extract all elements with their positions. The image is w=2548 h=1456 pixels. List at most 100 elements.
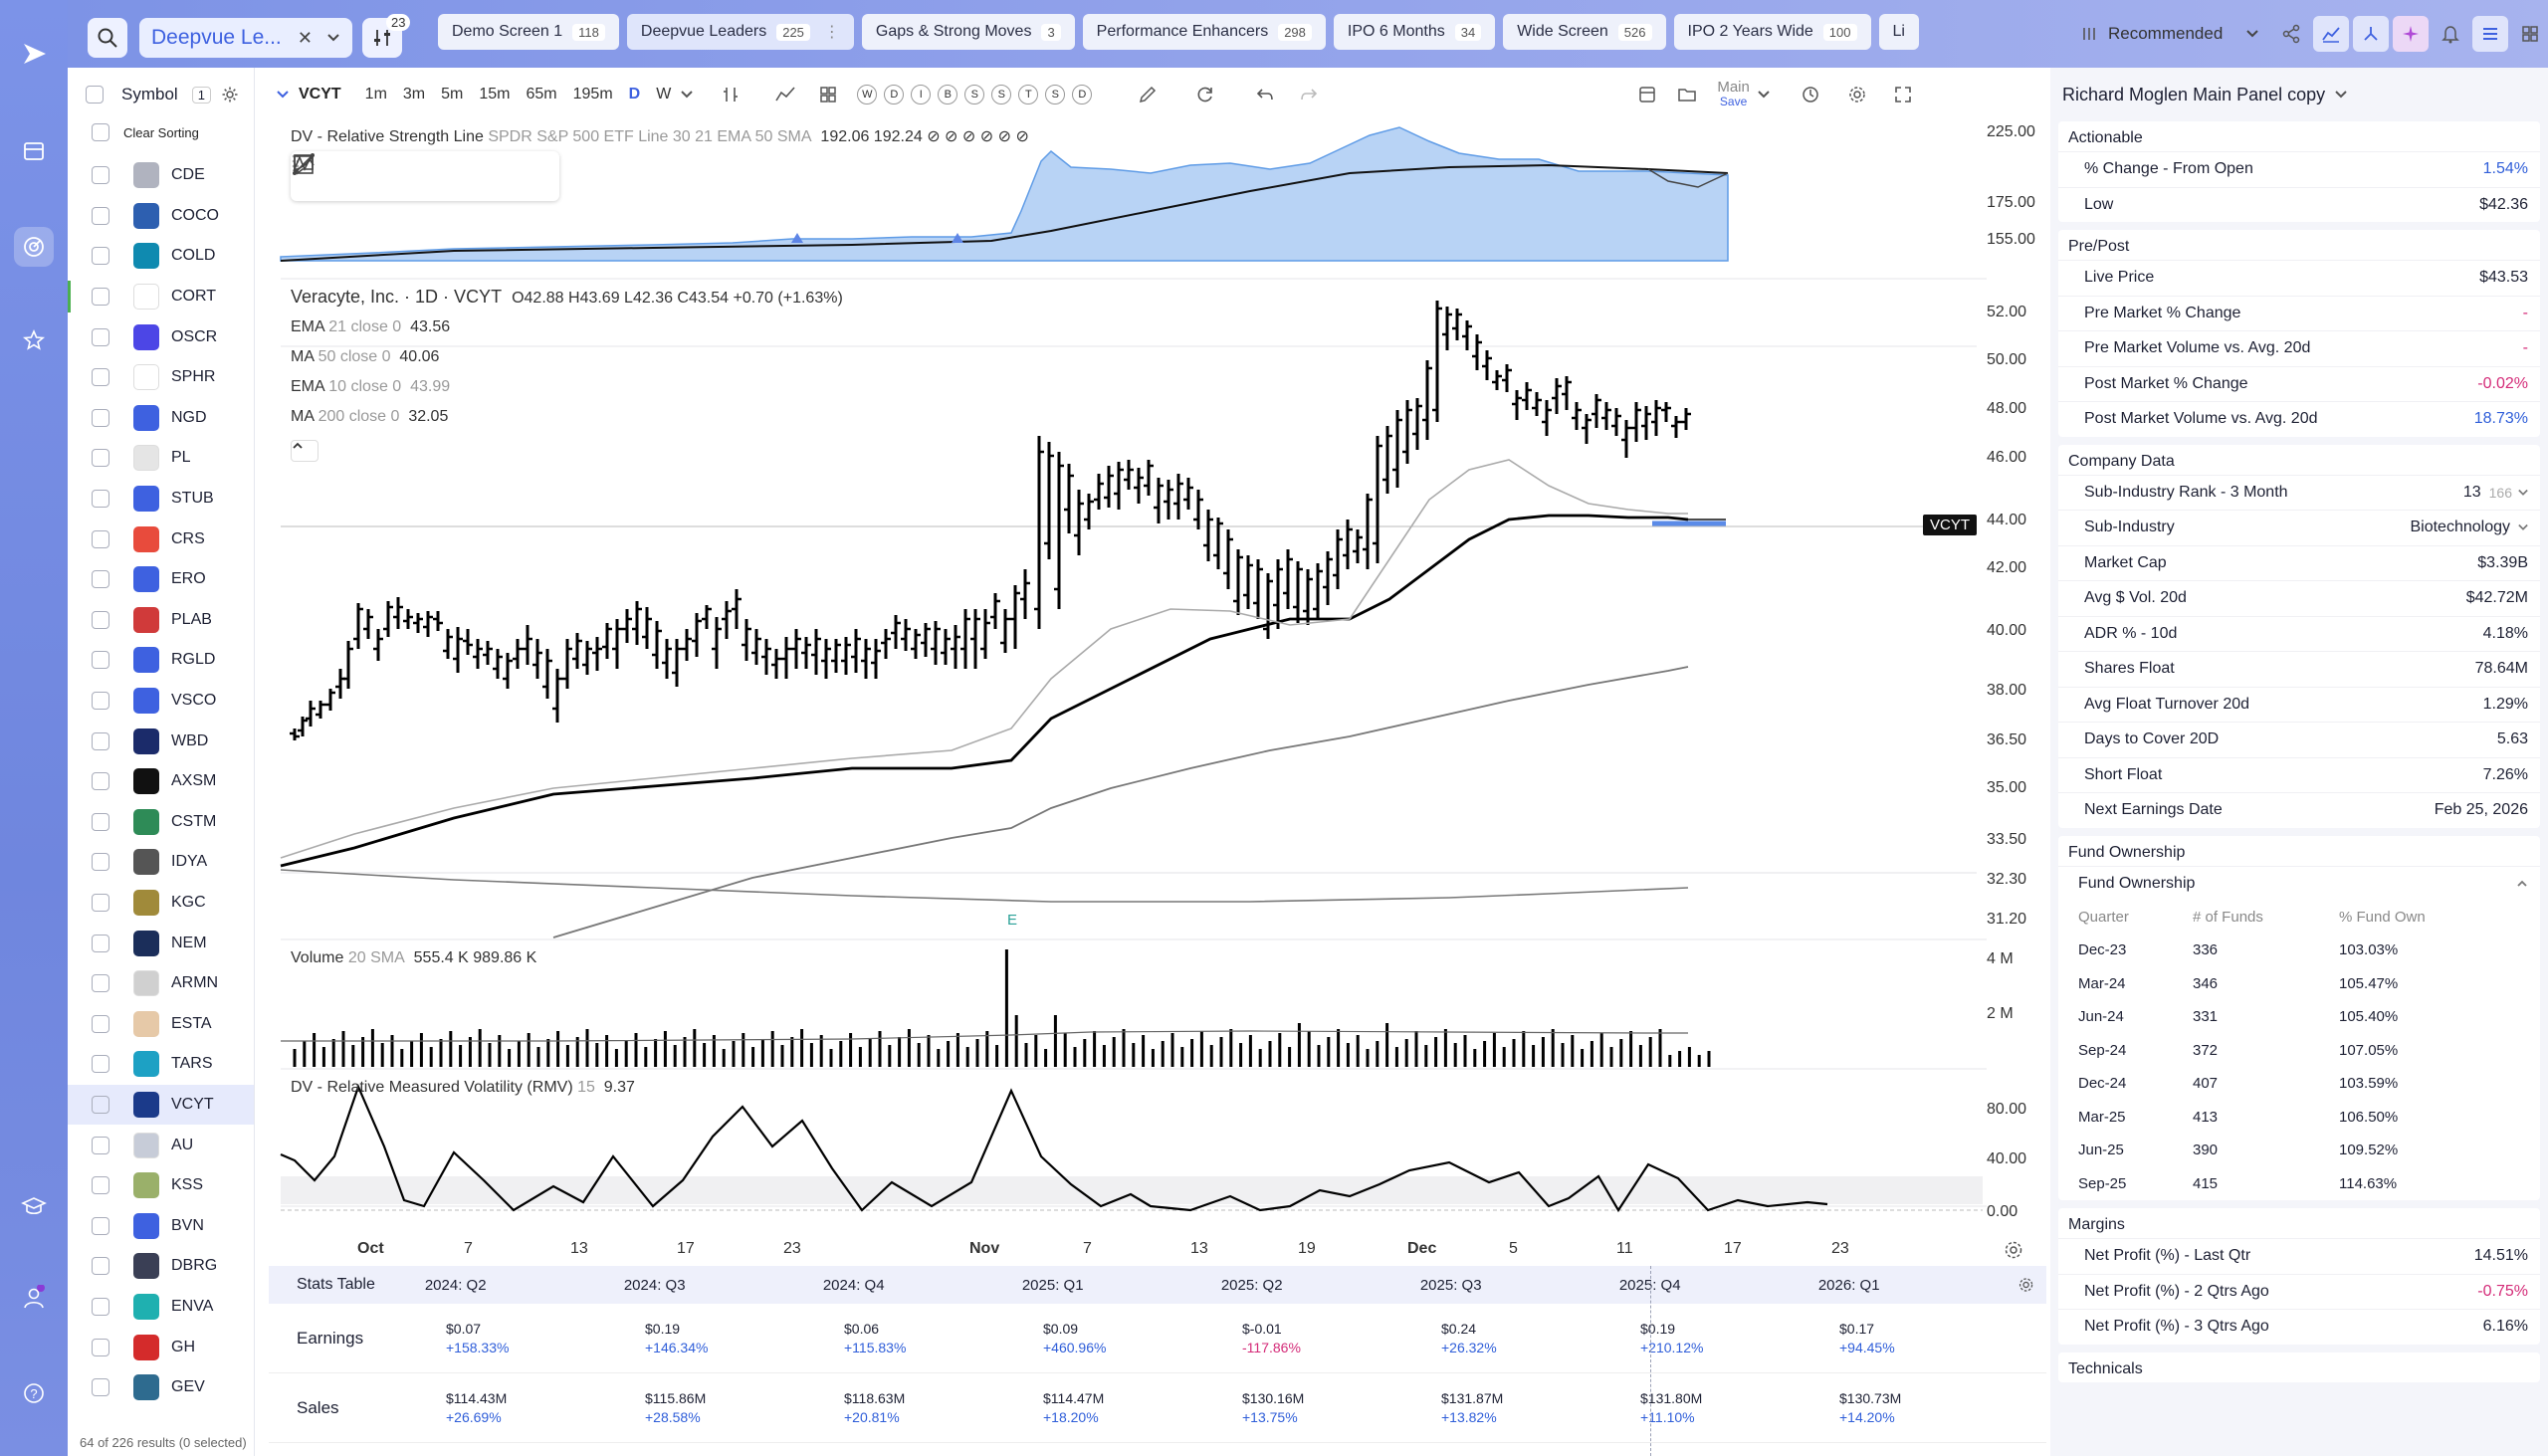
- list-item[interactable]: CDE: [68, 155, 254, 196]
- chevron-down-icon[interactable]: [1758, 89, 1770, 101]
- list-item[interactable]: IDYA: [68, 842, 254, 883]
- list-item[interactable]: AU: [68, 1125, 254, 1165]
- list-item[interactable]: ARMN: [68, 963, 254, 1004]
- row-checkbox[interactable]: [92, 610, 109, 629]
- more-icon[interactable]: ⋮: [823, 24, 840, 41]
- kv-row[interactable]: Days to Cover 20D 5.63: [2058, 722, 2540, 757]
- period-button[interactable]: D: [884, 85, 905, 104]
- interval-button[interactable]: 65m: [526, 86, 557, 103]
- row-checkbox[interactable]: [92, 1136, 109, 1154]
- row-checkbox[interactable]: [92, 1297, 109, 1316]
- period-button[interactable]: S: [964, 85, 985, 104]
- kv-row[interactable]: Pre Market % Change -: [2058, 295, 2540, 331]
- list-item[interactable]: TARS: [68, 1044, 254, 1085]
- kv-row[interactable]: Post Market % Change -0.02%: [2058, 365, 2540, 402]
- kv-row[interactable]: Next Earnings Date Feb 25, 2026: [2058, 792, 2540, 828]
- row-checkbox[interactable]: [92, 974, 109, 993]
- kv-row[interactable]: ADR % - 10d 4.18%: [2058, 615, 2540, 652]
- row-checkbox[interactable]: [92, 692, 109, 711]
- undo-icon[interactable]: [1255, 85, 1275, 104]
- collapse-legend-button[interactable]: [291, 440, 318, 462]
- list-item[interactable]: KGC: [68, 883, 254, 924]
- period-button[interactable]: S: [991, 85, 1012, 104]
- screen-tab[interactable]: Gaps & Strong Moves 3: [861, 14, 1075, 50]
- list-item[interactable]: ERO: [68, 559, 254, 600]
- share-icon[interactable]: [2273, 16, 2309, 52]
- row-checkbox[interactable]: [92, 529, 109, 548]
- grid-view-icon[interactable]: [2512, 16, 2548, 52]
- list-item[interactable]: CORT: [68, 277, 254, 317]
- list-item[interactable]: ENVA: [68, 1287, 254, 1328]
- period-button[interactable]: I: [911, 85, 932, 104]
- gear-icon[interactable]: [221, 86, 239, 104]
- row-checkbox[interactable]: [92, 812, 109, 831]
- row-checkbox[interactable]: [92, 490, 109, 509]
- sparkle-icon[interactable]: [2393, 16, 2429, 52]
- list-item[interactable]: ESTA: [68, 1003, 254, 1044]
- interval-button[interactable]: D: [628, 86, 641, 103]
- list-item[interactable]: RGLD: [68, 640, 254, 681]
- clear-sorting-button[interactable]: Clear Sorting: [123, 124, 199, 140]
- row-checkbox[interactable]: [92, 206, 109, 225]
- redo-icon[interactable]: [1299, 85, 1319, 104]
- row-checkbox[interactable]: [92, 1014, 109, 1033]
- close-icon[interactable]: ✕: [297, 27, 313, 48]
- replay-icon[interactable]: [1800, 84, 1821, 105]
- chevron-down-icon[interactable]: [326, 31, 340, 45]
- bell-icon[interactable]: [2433, 16, 2468, 52]
- indicators-icon[interactable]: [774, 85, 796, 104]
- chevron-down-icon[interactable]: [277, 89, 289, 101]
- account-icon[interactable]: [14, 1278, 54, 1318]
- row-checkbox[interactable]: [92, 731, 109, 750]
- kv-row[interactable]: Net Profit (%) - Last Qtr 14.51%: [2058, 1238, 2540, 1274]
- pencil-icon[interactable]: [1138, 85, 1158, 104]
- interval-button[interactable]: 195m: [572, 86, 613, 103]
- kv-row[interactable]: Avg Float Turnover 20d 1.29%: [2058, 686, 2540, 723]
- symbol-column-header[interactable]: Symbol: [121, 85, 178, 104]
- save-button[interactable]: Save: [1719, 95, 1748, 108]
- sort-select[interactable]: Recommended: [2070, 14, 2269, 54]
- list-item[interactable]: KSS: [68, 1165, 254, 1206]
- row-checkbox[interactable]: [92, 449, 109, 468]
- earnings-marker[interactable]: E: [1007, 912, 1018, 929]
- row-checkbox[interactable]: [92, 853, 109, 872]
- screen-selector[interactable]: Deepvue Le... ✕: [139, 18, 352, 58]
- row-checkbox[interactable]: [92, 1338, 109, 1356]
- kv-row[interactable]: Post Market Volume vs. Avg. 20d 18.73%: [2058, 401, 2540, 437]
- period-button[interactable]: T: [1018, 85, 1039, 104]
- fullscreen-icon[interactable]: [1893, 85, 1913, 104]
- row-checkbox[interactable]: [92, 893, 109, 912]
- kv-row[interactable]: Live Price $43.53: [2058, 260, 2540, 296]
- interval-button[interactable]: 1m: [364, 86, 387, 103]
- kv-row[interactable]: Avg $ Vol. 20d $42.72M: [2058, 580, 2540, 616]
- kv-row[interactable]: Pre Market Volume vs. Avg. 20d -: [2058, 330, 2540, 366]
- list-item[interactable]: CRS: [68, 519, 254, 559]
- chart-canvas[interactable]: [255, 121, 2046, 1266]
- select-all-checkbox[interactable]: [86, 86, 104, 104]
- education-icon[interactable]: [14, 1186, 54, 1226]
- list-view-icon[interactable]: [2472, 16, 2508, 52]
- row-checkbox[interactable]: [92, 247, 109, 266]
- row-checkbox[interactable]: [92, 368, 109, 387]
- templates-icon[interactable]: [818, 85, 838, 104]
- interval-button[interactable]: 15m: [479, 86, 511, 103]
- row-checkbox[interactable]: [92, 1378, 109, 1397]
- row-checkbox[interactable]: [92, 1216, 109, 1235]
- row-checkbox[interactable]: [92, 1257, 109, 1276]
- period-button[interactable]: D: [1072, 85, 1093, 104]
- list-item[interactable]: PLAB: [68, 600, 254, 641]
- kv-row[interactable]: % Change - From Open 1.54%: [2058, 151, 2540, 187]
- kv-row[interactable]: Market Cap $3.39B: [2058, 544, 2540, 581]
- interval-button[interactable]: 5m: [441, 86, 464, 103]
- pattern-tool-icon[interactable]: [291, 151, 317, 177]
- chart-area[interactable]: DV - Relative Strength Line SPDR S&P 500…: [255, 121, 2046, 1266]
- row-checkbox[interactable]: [92, 570, 109, 589]
- screen-tab[interactable]: Deepvue Leaders 225 ⋮: [626, 14, 854, 50]
- panel-title-row[interactable]: Richard Moglen Main Panel copy: [2050, 68, 2548, 121]
- screen-tab[interactable]: Performance Enhancers 298: [1082, 14, 1326, 50]
- row-checkbox[interactable]: [92, 123, 109, 141]
- list-item[interactable]: NEM: [68, 923, 254, 963]
- chart-view-icon[interactable]: [2313, 16, 2349, 52]
- kv-row[interactable]: Shares Float 78.64M: [2058, 651, 2540, 687]
- row-checkbox[interactable]: [92, 288, 109, 307]
